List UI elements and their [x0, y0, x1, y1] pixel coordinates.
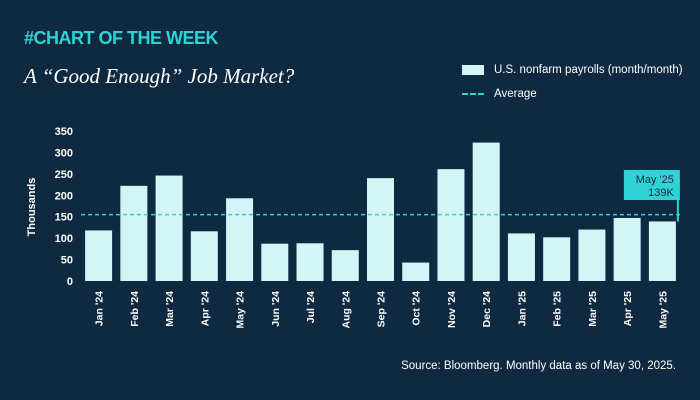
y-tick-label: 100 — [55, 233, 73, 245]
bar — [367, 178, 394, 281]
bar — [543, 237, 571, 281]
y-tick-label: 250 — [55, 169, 73, 181]
bar — [190, 231, 218, 281]
y-tick-label: 50 — [61, 255, 73, 267]
source-note: Source: Bloomberg. Monthly data as of Ma… — [401, 360, 676, 372]
bar — [120, 185, 148, 281]
may-25-callout: May '25 139K — [623, 170, 680, 222]
bar — [155, 175, 183, 281]
x-tick-label: Aug '24 — [340, 291, 352, 329]
x-tick-label: Jul '24 — [305, 291, 317, 323]
legend-bar-swatch — [462, 65, 484, 75]
callout-box — [623, 170, 680, 200]
x-tick-label: Apr '25 — [622, 291, 634, 326]
bar — [472, 142, 500, 281]
callout-month: May '25 — [636, 174, 674, 186]
bar — [226, 198, 254, 281]
bar — [261, 243, 289, 281]
bar — [402, 262, 430, 281]
x-tick-label: Jan '25 — [516, 291, 528, 326]
bars-group — [85, 142, 676, 281]
chart-legend: U.S. nonfarm payrolls (month/month) Aver… — [462, 60, 683, 108]
bar — [507, 233, 535, 281]
x-tick-label: May '25 — [657, 291, 669, 329]
y-axis-label: Thousands — [26, 178, 38, 237]
legend-payrolls-label: U.S. nonfarm payrolls (month/month) — [494, 64, 683, 76]
x-tick-label: Nov '24 — [446, 291, 458, 328]
x-tick-label: Jun '24 — [270, 291, 282, 327]
legend-item-payrolls: U.S. nonfarm payrolls (month/month) — [462, 60, 683, 80]
chart-title: A “Good Enough” Job Market? — [24, 64, 295, 88]
x-tick-label: Feb '25 — [552, 291, 564, 327]
bar — [648, 221, 676, 281]
bar — [85, 230, 113, 281]
x-tick-label: Mar '25 — [587, 291, 599, 327]
y-tick-label: 350 — [55, 126, 73, 138]
x-tick-label: Apr '24 — [199, 291, 211, 326]
bar — [578, 229, 606, 281]
legend-item-average: Average — [462, 84, 683, 104]
x-tick-label: Dec '24 — [481, 291, 493, 328]
bar — [296, 243, 324, 281]
x-tick-label: Sep '24 — [376, 291, 388, 328]
y-tick-label: 150 — [55, 212, 73, 224]
x-tick-label: Jan '24 — [94, 291, 106, 326]
x-axis: Jan '24 Feb '24 Mar '24 Apr '24 May '24 Jun '… — [94, 291, 670, 329]
x-tick-label: Feb '24 — [129, 291, 141, 327]
legend-average-label: Average — [494, 88, 537, 100]
callout-value: 139K — [648, 187, 674, 199]
y-axis: 0 50 100 150 200 250 300 350 — [55, 126, 73, 288]
y-tick-label: 0 — [67, 276, 73, 288]
bar — [331, 250, 359, 281]
x-tick-label: Mar '24 — [164, 291, 176, 327]
legend-average-swatch — [462, 93, 484, 95]
y-tick-label: 300 — [55, 147, 73, 159]
x-tick-label: May '24 — [235, 291, 247, 329]
x-tick-label: Oct '24 — [411, 291, 423, 326]
chart-kicker: #CHART OF THE WEEK — [24, 28, 219, 48]
y-tick-label: 200 — [55, 190, 73, 202]
bar — [437, 169, 465, 281]
bar — [613, 218, 641, 281]
